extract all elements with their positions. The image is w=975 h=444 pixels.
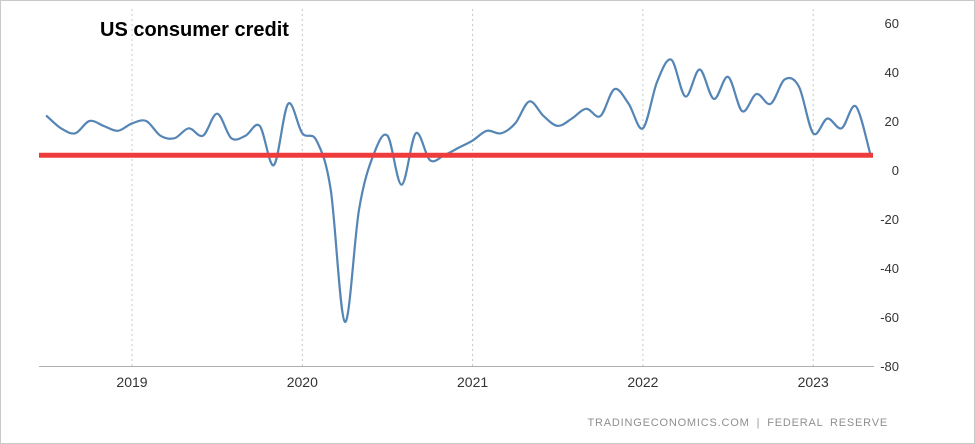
- x-tick-label-2019: 2019: [116, 374, 147, 390]
- consumer-credit-line: [45, 58, 872, 324]
- y-tick-label-0: 0: [892, 163, 899, 178]
- y-tick-label-40: 40: [885, 65, 899, 80]
- y-tick-label--20: -20: [880, 212, 899, 227]
- x-tick-label-2023: 2023: [798, 374, 829, 390]
- attribution-federal-reserve: FEDERAL RESERVE: [767, 417, 888, 429]
- attribution: TRADINGECONOMICS.COM | FEDERAL RESERVE: [588, 417, 889, 429]
- y-tick-label--60: -60: [880, 310, 899, 325]
- y-tick-label--80: -80: [880, 359, 899, 374]
- y-tick-label--40: -40: [880, 261, 899, 276]
- x-tick-label-2020: 2020: [287, 374, 318, 390]
- chart-title: US consumer credit: [100, 19, 289, 41]
- attribution-tradingeconomics: TRADINGECONOMICS.COM: [587, 417, 750, 429]
- x-tick-label-2022: 2022: [627, 374, 658, 390]
- y-tick-label-60: 60: [885, 16, 899, 31]
- attribution-separator: |: [756, 417, 761, 429]
- x-tick-label-2021: 2021: [457, 374, 488, 390]
- y-tick-label-20: 20: [885, 114, 899, 129]
